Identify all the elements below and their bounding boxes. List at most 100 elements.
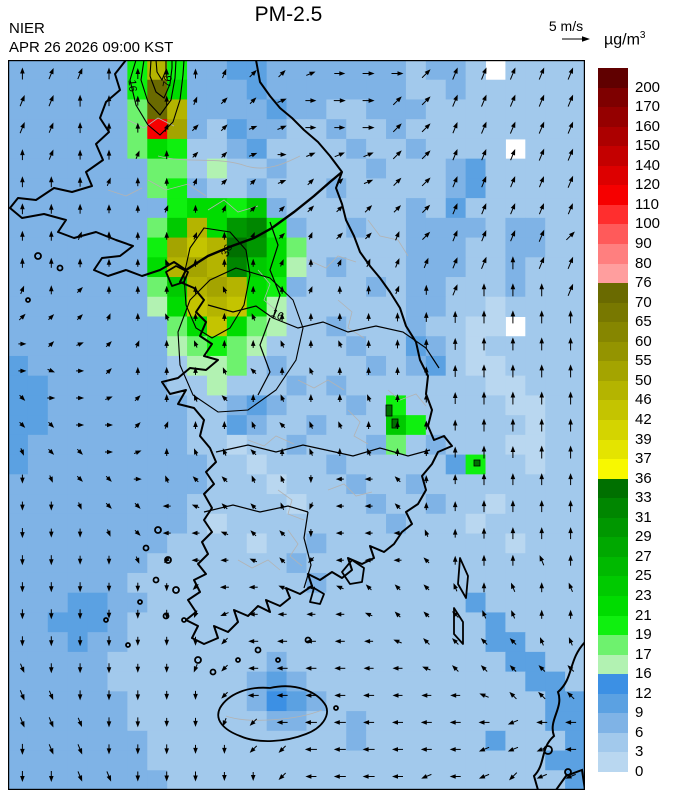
wind-arrow xyxy=(135,122,141,133)
wind-arrow xyxy=(538,121,545,134)
wind-arrow xyxy=(105,368,112,375)
wind-arrow xyxy=(335,557,344,563)
wind-arrow xyxy=(20,257,25,268)
wind-arrow xyxy=(77,717,83,728)
wind-arrow xyxy=(364,205,373,213)
wind-arrow xyxy=(336,205,343,213)
wind-arrow xyxy=(393,530,402,536)
wind-arrow xyxy=(135,95,141,106)
wind-arrow xyxy=(305,638,316,644)
wind-arrow xyxy=(366,339,371,348)
wind-arrow xyxy=(133,450,142,455)
colorbar-tick-label: 25 xyxy=(635,567,652,585)
wind-arrow xyxy=(449,720,461,725)
wind-arrow xyxy=(481,364,487,378)
wind-arrow xyxy=(49,609,54,620)
wind-arrow xyxy=(135,582,141,592)
wind-arrow xyxy=(19,690,25,701)
wind-arrow xyxy=(394,503,401,510)
wind-arrow xyxy=(424,284,429,295)
wind-arrow xyxy=(393,205,402,213)
wind-arrow xyxy=(278,205,285,212)
wind-arrow xyxy=(192,584,199,591)
wind-arrow xyxy=(106,122,112,133)
wind-arrow xyxy=(452,67,458,80)
wind-arrow xyxy=(423,257,429,269)
wind-arrow xyxy=(277,98,287,104)
wind-arrow xyxy=(163,205,169,213)
colorbar-cell xyxy=(598,263,628,284)
wind-arrow xyxy=(279,557,286,564)
wind-arrow xyxy=(165,313,170,321)
wind-arrow xyxy=(539,445,544,459)
wind-arrow xyxy=(362,125,375,130)
islands xyxy=(25,252,572,776)
wind-arrow xyxy=(278,585,286,591)
wind-arrow xyxy=(251,421,257,429)
wind-arrow xyxy=(449,747,461,752)
colorbar-tick-label: 17 xyxy=(635,645,652,663)
wind-arrow xyxy=(49,663,54,674)
colorbar-tick-label: 60 xyxy=(635,332,652,350)
wind-arrow xyxy=(510,446,516,458)
wind-arrow xyxy=(333,720,346,725)
wind-arrow xyxy=(134,529,141,536)
wind-arrow xyxy=(307,178,315,186)
wind-arrow xyxy=(481,500,487,513)
colorbar-cell xyxy=(598,224,628,245)
contour-value-label: 36 xyxy=(219,243,235,259)
wind-arrow xyxy=(106,231,112,241)
wind-arrow xyxy=(134,340,140,348)
wind-arrow xyxy=(277,125,287,131)
colorbar-cell xyxy=(598,459,628,480)
colorbar-tick-label: 36 xyxy=(635,469,652,487)
wind-arrow xyxy=(276,720,288,725)
wind-arrow xyxy=(135,68,141,79)
colorbar-cell xyxy=(598,165,628,186)
wind-arrow xyxy=(19,394,26,401)
wind-arrow xyxy=(135,771,141,782)
contour-value-label: 16 xyxy=(269,307,285,323)
wind-arrow xyxy=(77,636,83,647)
colorbar-cell xyxy=(598,283,628,304)
wind-arrow xyxy=(280,475,285,483)
wind-arrow xyxy=(20,528,25,539)
wind-arrow xyxy=(77,690,83,701)
wind-arrow xyxy=(395,394,400,402)
datetime-label: APR 26 2026 09:00 KST xyxy=(9,39,174,56)
wind-arrow xyxy=(164,636,169,646)
colorbar-tick-label: 6 xyxy=(635,723,644,741)
wind-arrow xyxy=(133,476,142,482)
wind-arrow xyxy=(452,419,458,431)
wind-arrow xyxy=(395,339,400,349)
wind-arrow xyxy=(77,771,83,782)
wind-arrow xyxy=(394,584,401,591)
colorbar-cell xyxy=(598,517,628,538)
wind-arrow xyxy=(164,771,169,782)
wind-arrow xyxy=(511,610,516,619)
wind-arrow xyxy=(568,527,573,540)
wind-arrow xyxy=(106,285,112,294)
wind-arrow xyxy=(278,232,285,239)
wind-arrow xyxy=(478,773,490,779)
wind-arrow xyxy=(48,95,54,107)
wind-arrow xyxy=(18,313,26,321)
wind-arrow xyxy=(19,663,25,673)
wind-arrow xyxy=(452,337,458,350)
colorbar-cell xyxy=(598,752,628,773)
wind-arrow xyxy=(222,258,227,267)
wind-arrow xyxy=(421,150,431,160)
wind-arrow xyxy=(538,665,546,672)
colorbar-tick-label: 150 xyxy=(635,137,661,155)
wind-arrow xyxy=(481,176,487,188)
dmz-border-line xyxy=(185,171,343,272)
wind-arrow xyxy=(334,125,346,130)
wind-arrow xyxy=(452,94,458,107)
county-boundaries xyxy=(107,117,427,721)
wind-arrow xyxy=(20,176,25,188)
wind-arrow xyxy=(221,205,226,213)
wind-arrow xyxy=(305,125,317,130)
wind-arrow xyxy=(308,475,314,484)
wind-arrow xyxy=(391,71,404,76)
wind-arrow xyxy=(337,394,343,402)
